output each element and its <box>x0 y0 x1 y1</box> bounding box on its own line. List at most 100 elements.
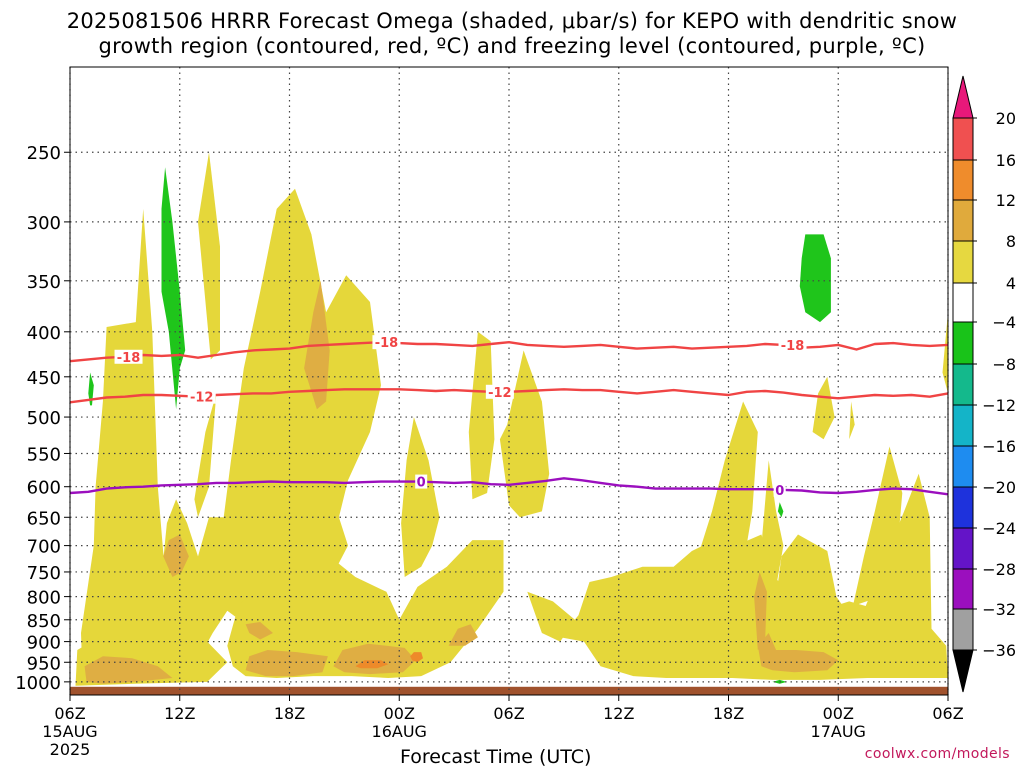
omega-region-green <box>88 372 94 406</box>
colorbar-band <box>952 527 974 570</box>
x-tick-label: 12Z <box>603 704 634 723</box>
colorbar-label: −16 <box>982 437 1016 456</box>
omega-region-yellow <box>761 460 784 606</box>
omega-region-yellow <box>680 401 758 642</box>
omega-region-orange <box>355 660 389 669</box>
x-tick-date-label: 15AUG <box>42 722 97 741</box>
x-tick-label: 00Z <box>384 704 415 723</box>
colorbar-band <box>952 568 974 610</box>
contour-label-bg <box>778 337 807 352</box>
colorbar-label: −36 <box>982 641 1016 660</box>
x-axis-title: Forecast Time (UTC) <box>400 746 592 768</box>
x-tick-label: 06Z <box>932 704 963 723</box>
colorbar-arrow-top <box>952 75 974 119</box>
contour-label-bg <box>372 335 401 350</box>
colorbar-band <box>952 117 974 161</box>
colorbar-label: 4 <box>1006 274 1016 293</box>
x-tick-label: 18Z <box>274 704 305 723</box>
omega-region-tan <box>84 656 173 684</box>
colorbar-label: 8 <box>1006 232 1016 251</box>
colorbar-label: −28 <box>982 560 1016 579</box>
contour-label-bg <box>773 482 786 497</box>
x-tick-date-label: 16AUG <box>372 722 427 741</box>
y-tick-label: 1000 <box>15 673 61 694</box>
y-tick-label: 450 <box>27 368 61 389</box>
y-tick-label: 350 <box>27 272 61 293</box>
x-tick-date-label: 17AUG <box>811 722 866 741</box>
y-tick-label: 850 <box>27 611 61 632</box>
contour-label--18: -18 <box>375 336 399 351</box>
omega-shading <box>75 152 948 686</box>
y-tick-label: 700 <box>27 537 61 558</box>
y-tick-label: 900 <box>27 633 61 654</box>
ground-surface <box>70 686 948 695</box>
contour-label--18: -18 <box>781 339 805 354</box>
contour-label-bg <box>114 349 143 364</box>
y-tick-label: 950 <box>27 653 61 674</box>
omega-region-yellow <box>194 393 217 518</box>
omega-region-tan <box>245 650 328 677</box>
x-tick-label: 00Z <box>823 704 854 723</box>
omega-region-yellow <box>198 152 220 360</box>
colorbar-label: −20 <box>982 478 1016 497</box>
omega-region-green <box>777 502 784 518</box>
colorbar-band <box>952 321 974 365</box>
y-tick-label: 650 <box>27 508 61 529</box>
colorbar-band <box>952 486 974 529</box>
y-tick-label: 500 <box>27 408 61 429</box>
colorbar-label: −4 <box>992 313 1016 332</box>
colorbar-arrow-bottom <box>952 649 974 693</box>
y-tick-label: 550 <box>27 444 61 465</box>
colorbar-band <box>952 240 974 284</box>
x-tick-label: 12Z <box>164 704 195 723</box>
x-tick-year-label: 2025 <box>50 740 91 759</box>
y-tick-label: 400 <box>27 323 61 344</box>
colorbar-band <box>952 363 974 406</box>
y-tick-label: 750 <box>27 563 61 584</box>
y-tick-label: 300 <box>27 213 61 234</box>
contour-label-bg <box>415 474 428 489</box>
y-tick-label: 250 <box>27 143 61 164</box>
omega-region-yellow <box>227 540 504 678</box>
colorbar-band <box>952 608 974 651</box>
colorbar-band <box>952 282 974 323</box>
omega-region-yellow <box>81 208 173 686</box>
omega-region-yellow <box>812 376 835 440</box>
omega-region-yellow <box>942 312 948 394</box>
y-tick-label: 600 <box>27 478 61 499</box>
omega-region-yellow <box>499 350 550 518</box>
omega-region-tan <box>333 643 416 675</box>
omega-region-yellow <box>849 401 855 440</box>
colorbar-label: 16 <box>996 151 1016 170</box>
contour-label-0: 0 <box>775 484 784 499</box>
omega-region-yellow <box>527 591 575 642</box>
chart-title-line1: 2025081506 HRRR Forecast Omega (shaded, … <box>66 9 958 33</box>
colorbar-label: −32 <box>982 600 1016 619</box>
colorbar-label: 20 <box>996 109 1016 128</box>
contour-label--12: -12 <box>190 391 214 406</box>
omega-region-orange <box>410 652 423 663</box>
omega-region-yellow <box>757 534 873 669</box>
omega-region-green <box>799 234 831 323</box>
omega-region-tan <box>448 624 478 646</box>
contour-line-0 <box>69 477 949 496</box>
contour-label-0: 0 <box>417 476 426 491</box>
colorbar-label: 12 <box>996 191 1016 210</box>
colorbar-band <box>952 199 974 242</box>
chart-title-line2: growth region (contoured, red, ºC) and f… <box>98 34 926 58</box>
y-tick-label: 800 <box>27 588 61 609</box>
omega-region-tan <box>245 622 273 640</box>
contour-label-bg <box>187 389 216 404</box>
omega-region-tan <box>754 572 767 650</box>
colorbar-label: −8 <box>992 355 1016 374</box>
contour-label--18: -18 <box>117 351 141 366</box>
colorbar-band <box>952 445 974 488</box>
x-tick-label: 06Z <box>54 704 85 723</box>
omega-region-yellow <box>401 417 440 577</box>
colorbar-band <box>952 404 974 447</box>
credit-link[interactable]: coolwx.com/models <box>864 746 1010 762</box>
x-tick-label: 18Z <box>713 704 744 723</box>
contour-label-bg <box>485 384 514 399</box>
contour-label--12: -12 <box>488 386 512 401</box>
